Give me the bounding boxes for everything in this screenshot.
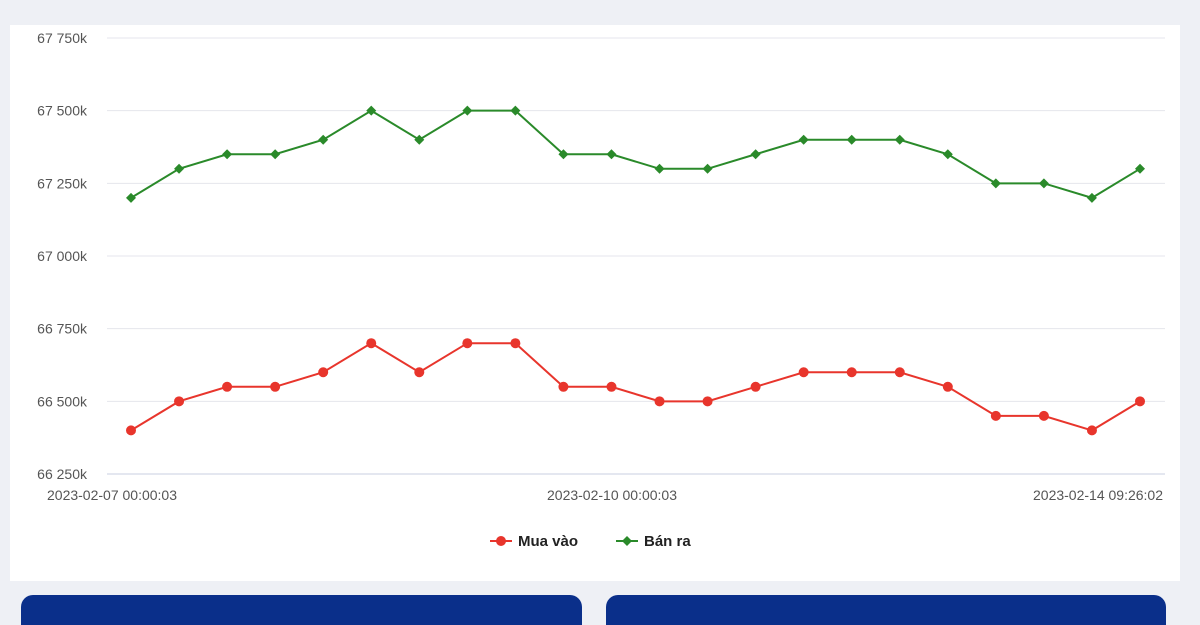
data-point <box>1086 425 1097 436</box>
data-point <box>798 367 809 378</box>
data-point <box>366 338 377 349</box>
series-line <box>130 109 1141 199</box>
legend-marker <box>496 536 506 546</box>
y-tick-label: 67 000k <box>37 248 88 264</box>
data-point <box>174 163 185 174</box>
y-tick-label: 66 750k <box>37 321 88 337</box>
series-0 <box>126 338 1145 436</box>
x-axis-labels: 2023-02-07 00:00:03 2023-02-10 00:00:03 20… <box>47 487 1163 503</box>
data-point <box>846 134 857 145</box>
data-point <box>414 367 425 378</box>
series-line <box>130 342 1141 432</box>
data-point <box>894 134 905 145</box>
y-tick-label: 66 250k <box>37 466 88 482</box>
series-layer <box>126 105 1145 436</box>
y-axis-labels: 66 250k 66 500k 66 750k 67 000k 67 250k 67 50… <box>37 30 88 482</box>
data-point <box>1135 163 1145 174</box>
data-point <box>702 396 713 407</box>
data-point <box>414 134 425 145</box>
data-point <box>510 338 521 349</box>
data-point <box>558 149 569 160</box>
legend-item-1: Bán ra <box>616 533 691 550</box>
x-tick-label: 2023-02-14 09:26:02 <box>1033 487 1163 503</box>
data-point <box>750 149 761 160</box>
data-point <box>1038 178 1049 189</box>
data-point <box>654 396 665 407</box>
data-point <box>750 381 761 392</box>
y-tick-label: 67 750k <box>37 30 88 46</box>
data-point <box>222 149 233 160</box>
legend-label: Bán ra <box>644 533 691 550</box>
data-point <box>270 149 281 160</box>
x-tick-label: 2023-02-07 00:00:03 <box>47 487 177 503</box>
data-point <box>606 149 617 160</box>
series-1 <box>126 105 1145 203</box>
data-point <box>510 105 521 116</box>
data-point <box>990 410 1001 421</box>
data-point <box>318 367 329 378</box>
price-line-chart: 66 250k 66 500k 66 750k 67 000k 67 250k 67 50… <box>37 30 1165 550</box>
x-tick-label: 2023-02-10 00:00:03 <box>547 487 677 503</box>
y-tick-label: 66 500k <box>37 393 88 409</box>
data-point <box>462 105 473 116</box>
data-point <box>126 192 136 203</box>
data-point <box>1086 192 1097 203</box>
grid-lines <box>107 37 1165 475</box>
data-point <box>1038 410 1049 421</box>
legend-item-0: Mua vào <box>490 533 578 550</box>
data-point <box>126 425 136 436</box>
data-point <box>606 381 617 392</box>
data-point <box>462 338 473 349</box>
y-tick-label: 67 500k <box>37 103 88 119</box>
data-point <box>942 381 953 392</box>
data-point <box>846 367 857 378</box>
data-point <box>318 134 329 145</box>
data-point <box>222 381 233 392</box>
data-point <box>990 178 1001 189</box>
data-point <box>654 163 665 174</box>
data-point <box>894 367 905 378</box>
bottom-panel-right <box>606 595 1166 625</box>
chart-card: 66 250k 66 500k 66 750k 67 000k 67 250k 67 50… <box>10 25 1180 581</box>
data-point <box>558 381 569 392</box>
y-tick-label: 67 250k <box>37 175 88 191</box>
data-point <box>270 381 281 392</box>
data-point <box>798 134 809 145</box>
data-point <box>1135 396 1145 407</box>
data-point <box>942 149 953 160</box>
data-point <box>366 105 377 116</box>
bottom-panel-left <box>21 595 582 625</box>
legend-marker <box>622 536 632 546</box>
data-point <box>702 163 713 174</box>
legend: Mua vào Bán ra <box>490 533 691 550</box>
data-point <box>174 396 185 407</box>
legend-label: Mua vào <box>518 533 578 550</box>
